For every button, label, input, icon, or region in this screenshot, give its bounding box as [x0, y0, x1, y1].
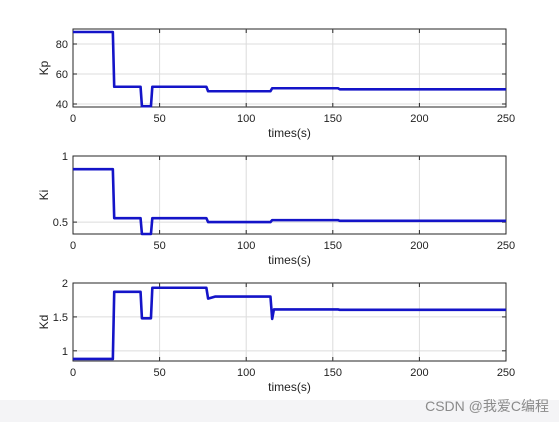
x-tick-label: 200: [410, 367, 428, 379]
y-tick-label: 80: [56, 39, 68, 51]
y-axis-label: Ki: [37, 190, 51, 201]
x-tick-label: 50: [153, 367, 165, 379]
y-tick-label: 60: [56, 69, 68, 81]
x-tick-label: 100: [237, 367, 255, 379]
x-tick-label: 0: [70, 367, 76, 379]
subplot-ki: 0 50 100 150 200 250 0.5 1 times(s) Ki: [37, 151, 515, 267]
x-tick-label: 50: [153, 113, 165, 125]
x-tick-label: 200: [410, 240, 428, 252]
y-tick-label: 40: [56, 99, 68, 111]
x-tick-label: 50: [153, 240, 165, 252]
x-tick-label: 0: [70, 113, 76, 125]
x-tick-label: 150: [324, 367, 342, 379]
x-axis-label: times(s): [268, 126, 311, 140]
x-tick-label: 250: [497, 367, 515, 379]
x-tick-label: 150: [324, 240, 342, 252]
y-axis-label: Kp: [37, 60, 51, 75]
series-line: [73, 286, 506, 361]
series-line: [73, 167, 506, 236]
y-tick-label: 1: [62, 151, 68, 163]
x-tick-label: 0: [70, 240, 76, 252]
y-tick-label: 0.5: [53, 217, 68, 229]
y-tick-label: 1: [62, 346, 68, 358]
y-axis-label: Kd: [37, 315, 51, 330]
x-tick-label: 100: [237, 240, 255, 252]
bottom-strip: [0, 400, 559, 422]
subplot-kp: 0 50 100 150 200 250 40 60 80 times(s) Kp: [37, 28, 515, 140]
x-tick-label: 150: [324, 113, 342, 125]
axes-background: [72, 282, 507, 362]
y-tick-label: 2: [62, 278, 68, 290]
x-axis-label: times(s): [268, 380, 311, 394]
y-tick-label: 1.5: [53, 312, 68, 324]
subplot-kd: 0 50 100 150 200 250 1 1.5 2 times(s) Kd: [37, 278, 515, 394]
series-line: [73, 30, 506, 108]
x-tick-label: 200: [410, 113, 428, 125]
watermark: CSDN @我爱C编程: [425, 398, 549, 414]
x-tick-label: 250: [497, 240, 515, 252]
axes-background: [72, 28, 507, 108]
x-axis-label: times(s): [268, 253, 311, 267]
x-tick-label: 250: [497, 113, 515, 125]
x-tick-label: 100: [237, 113, 255, 125]
